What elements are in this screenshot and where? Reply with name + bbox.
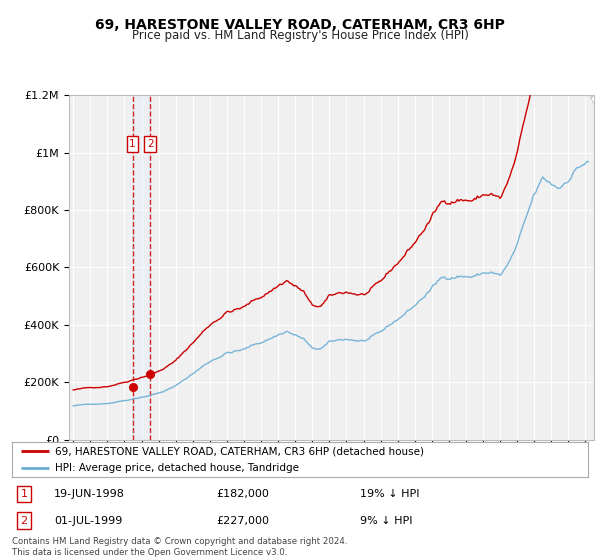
Text: 01-JUL-1999: 01-JUL-1999: [54, 516, 122, 526]
Text: £182,000: £182,000: [216, 489, 269, 499]
Text: 2: 2: [147, 139, 154, 149]
Text: 9% ↓ HPI: 9% ↓ HPI: [360, 516, 413, 526]
Text: HPI: Average price, detached house, Tandridge: HPI: Average price, detached house, Tand…: [55, 464, 299, 473]
Text: 19% ↓ HPI: 19% ↓ HPI: [360, 489, 419, 499]
Text: Contains HM Land Registry data © Crown copyright and database right 2024.
This d: Contains HM Land Registry data © Crown c…: [12, 537, 347, 557]
Text: 2: 2: [20, 516, 28, 526]
Bar: [133, 95, 150, 440]
Text: Price paid vs. HM Land Registry's House Price Index (HPI): Price paid vs. HM Land Registry's House …: [131, 29, 469, 42]
Polygon shape: [589, 95, 594, 104]
Text: 69, HARESTONE VALLEY ROAD, CATERHAM, CR3 6HP: 69, HARESTONE VALLEY ROAD, CATERHAM, CR3…: [95, 18, 505, 32]
Text: 69, HARESTONE VALLEY ROAD, CATERHAM, CR3 6HP (detached house): 69, HARESTONE VALLEY ROAD, CATERHAM, CR3…: [55, 446, 424, 456]
Text: 1: 1: [129, 139, 136, 149]
Text: £227,000: £227,000: [216, 516, 269, 526]
Text: 19-JUN-1998: 19-JUN-1998: [54, 489, 125, 499]
Text: 1: 1: [20, 489, 28, 499]
